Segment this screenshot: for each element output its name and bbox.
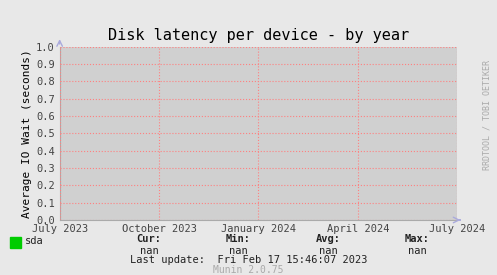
Text: nan: nan [140,246,159,255]
Text: Min:: Min: [226,234,251,244]
Text: Cur:: Cur: [137,234,162,244]
Text: nan: nan [229,246,248,255]
Text: Last update:  Fri Feb 17 15:46:07 2023: Last update: Fri Feb 17 15:46:07 2023 [130,255,367,265]
Text: Max:: Max: [405,234,430,244]
Text: Avg:: Avg: [316,234,340,244]
Text: Munin 2.0.75: Munin 2.0.75 [213,265,284,275]
Text: nan: nan [319,246,337,255]
Text: RRDTOOL / TOBI OETIKER: RRDTOOL / TOBI OETIKER [482,60,491,170]
Y-axis label: Average IO Wait (seconds): Average IO Wait (seconds) [22,49,32,218]
Text: nan: nan [408,246,427,255]
Title: Disk latency per device - by year: Disk latency per device - by year [108,28,409,43]
Text: sda: sda [25,236,44,246]
